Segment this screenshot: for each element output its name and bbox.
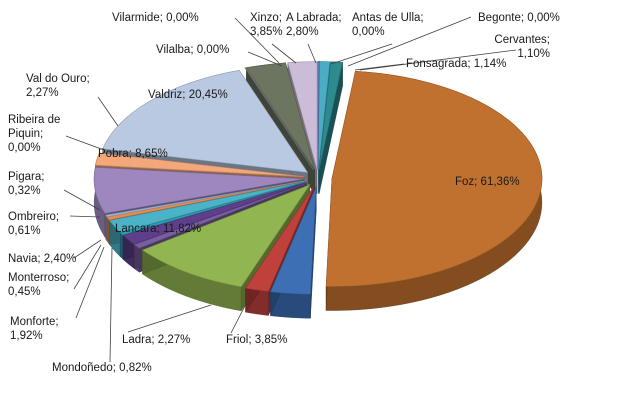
slice-a-labrada [287,61,318,170]
slice-antas-de-ulla [317,61,320,170]
data-label-antas-de-ulla: Antas de Ulla; 0,00% [352,12,424,38]
leader-line-navia [73,239,102,259]
data-label-mondonedo: Mondoñedo; 0,82% [52,362,152,374]
leader-line-pigara [63,189,101,211]
leader-line-fonsagrada [354,63,405,71]
slice-xinzo [245,62,316,170]
leader-line-begonte [347,16,472,67]
data-label-ombreiro: Ombreiro; 0,61% [8,211,59,237]
pie-tops [93,61,543,295]
data-label-fonsagrada: Fonsagrada; 1,14% [406,58,506,70]
data-label-navia: Navia; 2,40% [8,253,76,265]
data-label-monterroso: Monterroso; 0,45% [8,272,69,298]
leader-line-xinzo [271,43,297,64]
leader-line-cervantes [359,49,517,71]
leader-line-a-labrada [307,43,317,64]
data-label-cervantes: Cervantes; 1,10% [494,34,550,60]
slice-mondonedo [133,182,307,249]
leader-line-ribeira-de-piquin [65,135,105,151]
slice-ladra [245,185,315,292]
data-label-xinzo: Xinzo; 3,85% [250,12,283,38]
data-label-a-labrada: A Labrada; 2,80% [286,12,342,38]
leader-line-val-do-ouro [97,96,119,127]
leader-line-friol [230,299,249,334]
data-label-vilalba: Vilalba; 0,00% [156,44,229,56]
slice-pigara [105,180,305,218]
leader-line-mondonedo [109,247,113,363]
leader-line-ombreiro [69,215,101,218]
leader-line-monterroso [73,244,102,290]
pie-labels: Begonte; 0,00% Cervantes; 1,10%Fonsagrada;… [8,12,560,374]
data-label-begonte: Begonte; 0,00% [478,12,560,24]
slice-valdriz [102,69,309,173]
slice-val-do-ouro [95,152,305,177]
data-label-friol: Friol; 3,85% [226,334,287,346]
data-label-pobra: Pobra; 8,65% [98,148,168,160]
leader-line-monforte [75,246,105,319]
data-label-pigara: Pigara; 0,32% [8,171,44,197]
leader-line-vilalba [247,51,283,67]
slice-friol [270,186,317,295]
slice-monterroso [119,181,306,236]
data-label-ribeira-de-piquin: Ribeira de Piquin; 0,00% [8,114,60,154]
data-label-foz: Foz; 61,36% [455,176,520,188]
leader-line-antas-de-ulla [330,43,393,65]
data-label-ladra: Ladra; 2,27% [122,334,190,346]
data-label-vilarmide: Vilarmide; 0,00% [112,12,199,24]
data-label-monforte: Monforte; 1,92% [10,316,59,342]
slice-pobra [93,167,305,214]
data-label-lancara: Lancara; 11,82% [115,223,201,235]
slice-monforte [122,182,307,245]
data-label-val-do-ouro: Val do Ouro; 2,27% [26,73,90,99]
data-label-valdriz: Valdriz; 20,45% [148,89,228,101]
slice-navia [108,181,306,233]
slice-lancara [141,184,311,288]
leader-line-ladra [127,304,212,333]
slice-foz [325,70,543,287]
leader-line-vilarmide [234,17,280,64]
